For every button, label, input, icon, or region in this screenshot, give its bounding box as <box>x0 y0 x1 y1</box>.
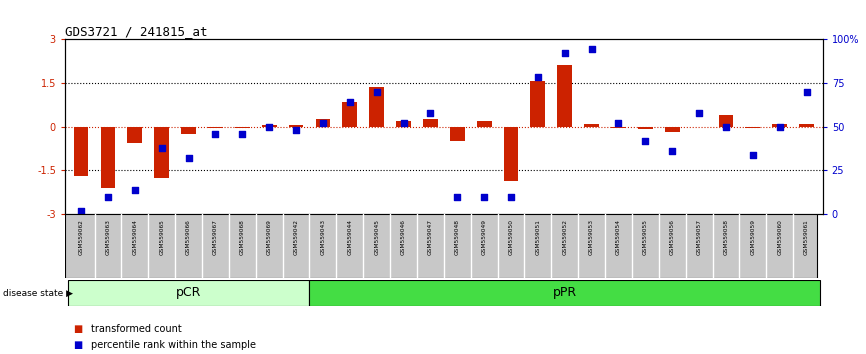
Point <box>370 89 384 95</box>
Text: GSM559050: GSM559050 <box>508 219 514 255</box>
Bar <box>315 119 330 127</box>
Text: GSM559056: GSM559056 <box>669 219 675 255</box>
Bar <box>477 121 492 127</box>
Text: GSM559064: GSM559064 <box>132 219 138 255</box>
Bar <box>638 127 653 130</box>
Text: GSM559042: GSM559042 <box>294 219 299 255</box>
Bar <box>154 127 169 178</box>
Point <box>209 131 223 136</box>
Text: disease state ▶: disease state ▶ <box>3 289 73 297</box>
Bar <box>262 125 276 127</box>
Point <box>343 99 357 105</box>
Point <box>182 155 196 161</box>
Text: GSM559043: GSM559043 <box>320 219 326 255</box>
Text: GSM559052: GSM559052 <box>562 219 567 255</box>
Bar <box>68 280 309 306</box>
Bar <box>127 127 142 143</box>
Point <box>531 75 545 80</box>
Text: GSM559069: GSM559069 <box>267 219 272 255</box>
Text: GSM559059: GSM559059 <box>750 219 755 255</box>
Point <box>772 124 786 130</box>
Point <box>692 110 706 115</box>
Bar <box>288 125 303 127</box>
Point <box>262 124 276 130</box>
Bar <box>531 81 546 127</box>
Bar <box>100 127 115 188</box>
Point <box>611 120 625 126</box>
Point <box>74 208 88 213</box>
Bar <box>799 124 814 127</box>
Text: GSM559055: GSM559055 <box>643 219 648 255</box>
Bar <box>74 127 88 176</box>
Point <box>799 89 813 95</box>
Bar <box>208 127 223 128</box>
Bar <box>423 119 438 127</box>
Text: GSM559058: GSM559058 <box>723 219 728 255</box>
Bar <box>369 87 384 127</box>
Text: GSM559057: GSM559057 <box>696 219 701 255</box>
Text: GSM559054: GSM559054 <box>616 219 621 255</box>
Point <box>746 152 759 158</box>
Point <box>423 110 437 115</box>
Text: ■: ■ <box>74 340 83 350</box>
Bar <box>719 115 734 127</box>
Text: ■: ■ <box>74 324 83 333</box>
Text: percentile rank within the sample: percentile rank within the sample <box>91 340 256 350</box>
Text: GSM559066: GSM559066 <box>186 219 191 255</box>
Point <box>101 194 115 200</box>
Point <box>558 50 572 56</box>
Point <box>128 187 142 193</box>
Bar <box>585 124 599 127</box>
Bar <box>181 127 196 134</box>
Text: GSM559068: GSM559068 <box>240 219 245 255</box>
Point <box>638 138 652 143</box>
Point <box>397 120 410 126</box>
Text: GSM559060: GSM559060 <box>777 219 782 255</box>
Point <box>585 47 598 52</box>
Text: GSM559049: GSM559049 <box>481 219 487 255</box>
Text: GSM559053: GSM559053 <box>589 219 594 255</box>
Text: GSM559061: GSM559061 <box>804 219 809 255</box>
Text: pCR: pCR <box>176 286 201 299</box>
Text: pPR: pPR <box>553 286 577 299</box>
Bar <box>665 127 680 132</box>
Point <box>155 145 169 150</box>
Text: transformed count: transformed count <box>91 324 182 333</box>
Text: GSM559044: GSM559044 <box>347 219 352 255</box>
Text: GSM559046: GSM559046 <box>401 219 406 255</box>
Text: GSM559048: GSM559048 <box>455 219 460 255</box>
Bar <box>558 65 572 127</box>
Text: GSM559062: GSM559062 <box>79 219 84 255</box>
Bar <box>746 127 760 128</box>
Point <box>477 194 491 200</box>
Bar <box>504 127 519 181</box>
Bar <box>342 102 357 127</box>
Point <box>316 120 330 126</box>
Bar <box>309 280 820 306</box>
Text: GSM559045: GSM559045 <box>374 219 379 255</box>
Bar <box>772 124 787 127</box>
Point <box>665 148 679 154</box>
Bar <box>396 121 410 127</box>
Bar <box>235 127 249 128</box>
Point <box>236 131 249 136</box>
Bar <box>449 127 465 141</box>
Text: GSM559051: GSM559051 <box>535 219 540 255</box>
Text: GSM559065: GSM559065 <box>159 219 165 255</box>
Text: GSM559047: GSM559047 <box>428 219 433 255</box>
Text: GSM559063: GSM559063 <box>106 219 111 255</box>
Point <box>450 194 464 200</box>
Bar <box>611 127 626 128</box>
Text: GDS3721 / 241815_at: GDS3721 / 241815_at <box>65 25 208 38</box>
Point <box>504 194 518 200</box>
Text: GSM559067: GSM559067 <box>213 219 218 255</box>
Point <box>289 127 303 133</box>
Point <box>719 124 733 130</box>
